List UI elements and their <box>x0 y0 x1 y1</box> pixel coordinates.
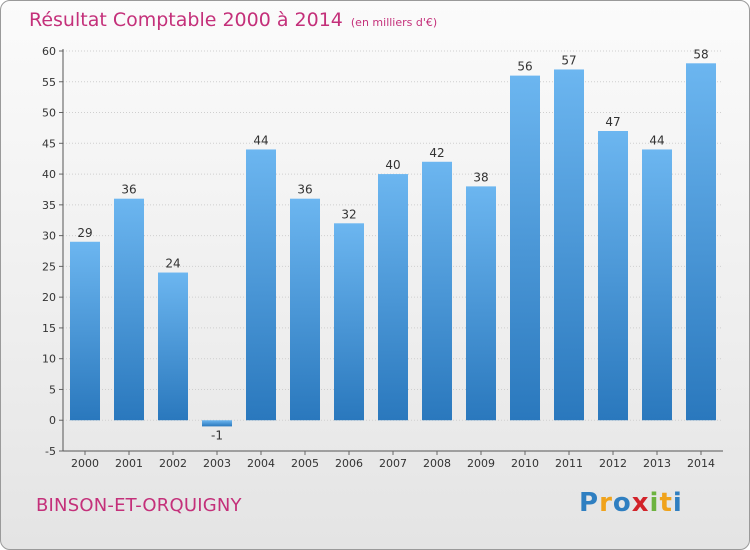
chart-title-text: Résultat Comptable 2000 à 2014 <box>29 9 343 31</box>
bar <box>422 161 452 421</box>
bar <box>510 75 540 421</box>
x-tick-label: 2001 <box>115 457 143 470</box>
data-label: 36 <box>121 183 136 197</box>
bar <box>70 241 100 421</box>
bar-chart: -5 0 5 10 15 20 25 30 35 40 45 50 55 60 2000 2001 2002 20… <box>42 45 723 470</box>
proxiti-logo: Proxiti <box>579 488 683 518</box>
y-tick-label: 45 <box>42 137 56 150</box>
bar <box>202 420 232 427</box>
logo-letter: t <box>659 488 673 518</box>
x-tick-label: 2012 <box>599 457 627 470</box>
data-label: 32 <box>341 207 356 221</box>
y-tick-label: 0 <box>49 414 56 427</box>
bar <box>246 149 276 421</box>
bar <box>598 131 628 421</box>
bar <box>642 149 672 421</box>
commune-name: BINSON-ET-ORQUIGNY <box>36 495 242 516</box>
y-tick-label: 20 <box>42 291 56 304</box>
bar <box>290 198 320 421</box>
logo-letter: P <box>579 488 600 518</box>
y-tick-label: 15 <box>42 322 56 335</box>
y-tick-label: -5 <box>45 445 56 458</box>
data-label: 58 <box>693 47 708 61</box>
x-tick-label: 2014 <box>687 457 715 470</box>
data-label: 44 <box>649 133 664 147</box>
bar <box>686 63 716 421</box>
y-tick-label: 50 <box>42 107 56 120</box>
data-label: 36 <box>297 183 312 197</box>
bar-layer <box>70 63 716 427</box>
data-label: 44 <box>253 133 268 147</box>
x-tick-label: 2013 <box>643 457 671 470</box>
x-tick-label: 2009 <box>467 457 495 470</box>
x-tick-label: 2005 <box>291 457 319 470</box>
y-tick-label: 35 <box>42 199 56 212</box>
chart-subtitle: (en milliers d'€) <box>350 16 438 29</box>
x-tick-label: 2000 <box>71 457 99 470</box>
data-label: 56 <box>517 60 532 74</box>
data-label: 47 <box>605 115 620 129</box>
axis-layer: -5 0 5 10 15 20 25 30 35 40 45 50 55 60 2000 2001 2002 20… <box>42 45 723 470</box>
y-tick-label: 25 <box>42 260 56 273</box>
bar <box>158 272 188 421</box>
x-tick-label: 2008 <box>423 457 451 470</box>
x-tick-label: 2003 <box>203 457 231 470</box>
y-tick-label: 10 <box>42 353 56 366</box>
logo-letter: r <box>599 488 613 518</box>
bar <box>334 223 364 421</box>
y-tick-label: 5 <box>49 383 56 396</box>
bar <box>378 174 408 421</box>
data-label: -1 <box>211 428 223 442</box>
data-label: 40 <box>385 158 400 172</box>
x-tick-label: 2006 <box>335 457 363 470</box>
logo-letter: o <box>612 488 632 518</box>
logo-letter: i <box>672 488 683 518</box>
data-label: 57 <box>561 53 576 67</box>
x-tick-label: 2002 <box>159 457 187 470</box>
x-tick-label: 2004 <box>247 457 275 470</box>
x-tick-label: 2007 <box>379 457 407 470</box>
data-label: 24 <box>165 257 180 271</box>
label-layer: 29 36 24 -1 44 36 32 40 42 38 56 57 47 44 58 <box>77 47 708 442</box>
chart-title: Résultat Comptable 2000 à 2014 (en millie… <box>29 9 437 31</box>
x-tick-label: 2011 <box>555 457 583 470</box>
logo-letter: i <box>649 488 660 518</box>
data-label: 38 <box>473 170 488 184</box>
y-tick-label: 30 <box>42 230 56 243</box>
data-label: 29 <box>77 226 92 240</box>
logo-letter: x <box>631 488 650 518</box>
x-tick-label: 2010 <box>511 457 539 470</box>
data-label: 42 <box>429 146 444 160</box>
y-tick-label: 55 <box>42 76 56 89</box>
bar <box>466 186 496 421</box>
bar <box>554 69 584 421</box>
y-tick-label: 60 <box>42 45 56 58</box>
bar <box>114 198 144 421</box>
y-tick-label: 40 <box>42 168 56 181</box>
